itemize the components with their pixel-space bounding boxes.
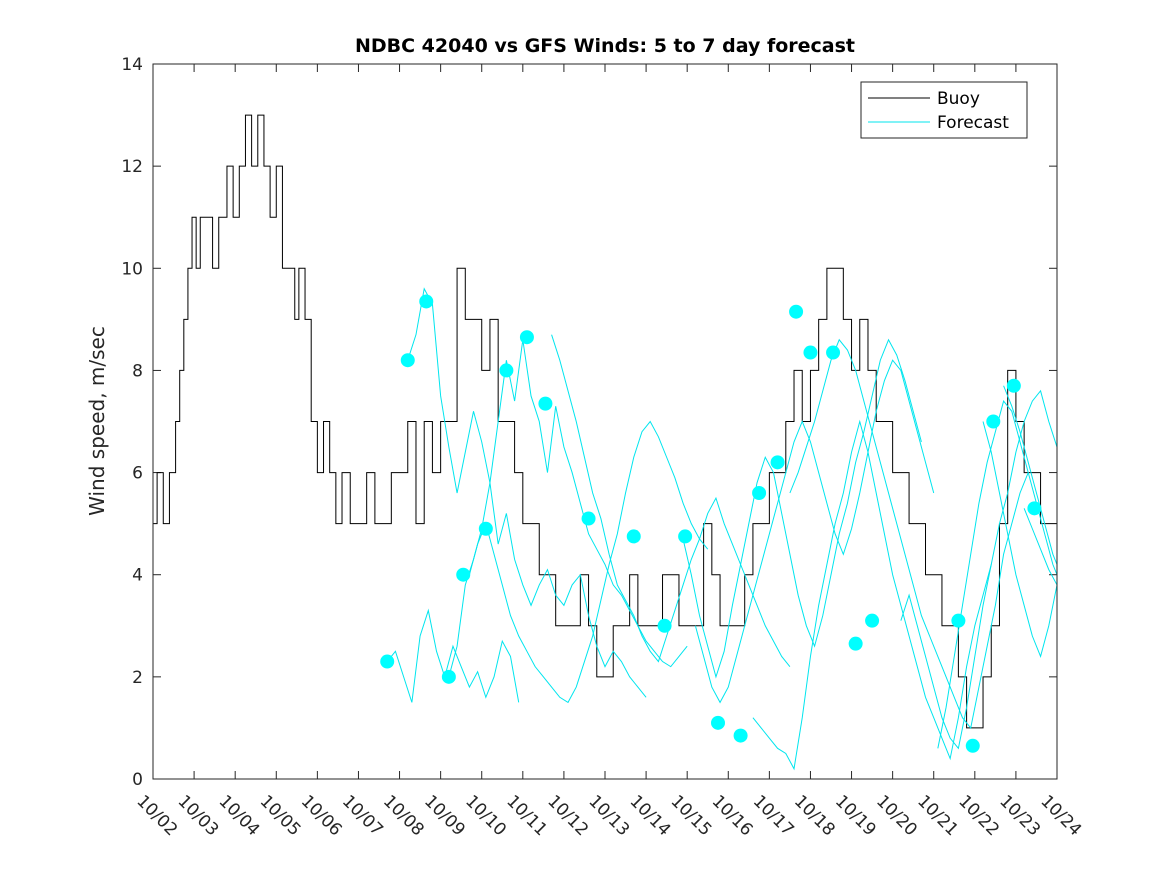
forecast-line-6 [694,359,935,704]
forecast-marker [865,613,880,628]
forecast-marker [1027,501,1042,516]
buoy-line [153,114,1058,729]
axes-background [153,64,1057,779]
y-tick-label: 10 [121,259,143,279]
forecast-line-1 [407,287,647,698]
forecast-line-8 [789,338,1029,730]
chart-title: NDBC 42040 vs GFS Winds: 5 to 7 day fore… [355,35,855,57]
forecast-marker [538,396,553,411]
forecast-marker [789,304,804,319]
y-tick-label: 2 [132,668,143,688]
forecast-marker [1006,378,1021,393]
axes-frame [152,63,1058,780]
forecast-line-12 [1003,385,1058,565]
forecast-line-2 [448,339,688,677]
forecast-line-11 [982,421,1058,659]
forecast-marker [733,728,748,743]
forecast-line-10 [937,399,1058,749]
y-tick-label: 8 [132,361,143,381]
forecast-marker [581,511,596,526]
legend-label-forecast: Forecast [937,113,1009,133]
forecast-marker [986,414,1001,429]
forecast-line-13 [1023,508,1058,586]
forecast-line-9 [900,389,1058,750]
forecast-marker [478,521,493,536]
y-tick-label: 0 [132,770,143,790]
forecast-line-3 [468,420,709,704]
forecast-marker [626,529,641,544]
forecast-marker [519,330,534,345]
y-tick-label: 4 [132,566,143,586]
forecast-marker [419,294,434,309]
forecast-marker [848,636,863,651]
forecast-marker [456,567,471,582]
forecast-marker [380,654,395,669]
legend: Buoy Forecast [860,81,1028,139]
forecast-line-0 [386,608,520,703]
buoy-series [153,114,1058,729]
forecast-marker [752,486,767,500]
forecast-marker [826,345,841,360]
legend-box [860,81,1028,139]
y-tick-label: 6 [132,464,143,484]
forecast-marker [441,669,456,684]
forecast-marker [965,738,980,753]
y-tick-label: 14 [121,55,143,75]
legend-label-buoy: Buoy [937,89,980,109]
forecast-marker [400,353,415,368]
y-axis-label: Wind speed, m/sec [85,326,109,516]
y-tick-label: 12 [121,157,143,177]
forecast-marker [711,715,725,730]
forecast-marker [951,613,966,628]
forecast-line-7 [752,419,992,771]
forecast-marker [803,345,818,360]
forecast-markers [380,294,1042,753]
forecast-marker [770,455,785,470]
forecast-marker [657,618,672,633]
forecast-marker [678,529,693,544]
forecast-line-5 [682,338,922,679]
forecast-marker [499,363,514,378]
